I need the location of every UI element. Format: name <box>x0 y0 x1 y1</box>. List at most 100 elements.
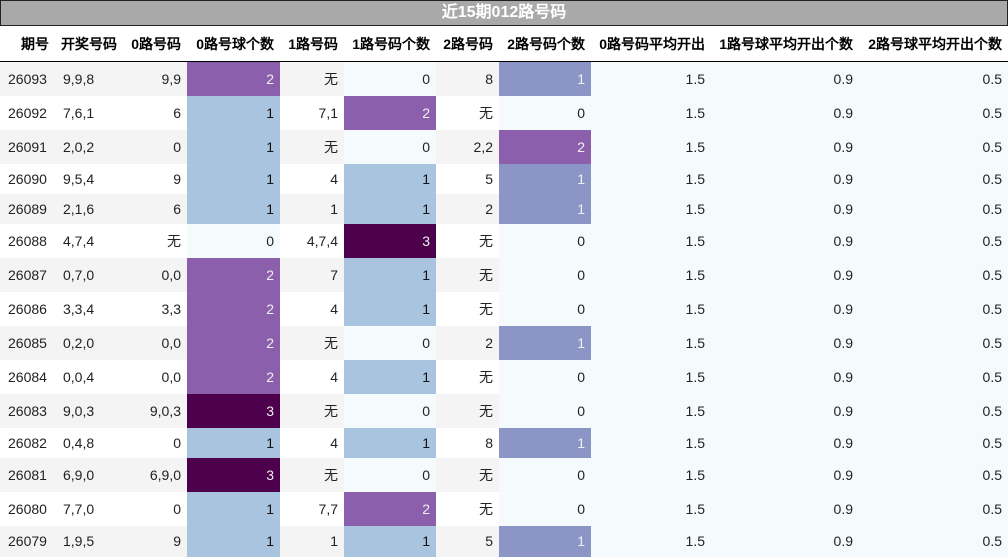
avg2-cell: 0.5 <box>859 491 1008 526</box>
col-header-r2-count[interactable]: 2路号码个数 <box>499 26 591 62</box>
r2-count-cell: 1 <box>499 325 591 360</box>
r1-cell: 1 <box>280 525 344 557</box>
table-row[interactable]: 26087 0,7,0 0,0 2 7 1 无 0 1.5 0.9 0.5 <box>0 257 1008 292</box>
avg1-cell: 0.9 <box>711 325 859 360</box>
draw-cell: 9,0,3 <box>55 393 123 428</box>
r0-cell: 0,0 <box>123 325 187 360</box>
issue-cell: 26084 <box>0 359 55 394</box>
draw-cell: 7,6,1 <box>55 95 123 130</box>
col-header-draw[interactable]: 开奖号码 <box>55 26 123 62</box>
r2-count-cell: 1 <box>499 163 591 194</box>
r2-cell: 无 <box>436 457 499 492</box>
avg1-cell: 0.9 <box>711 193 859 224</box>
table-row[interactable]: 26082 0,4,8 0 1 4 1 8 1 1.5 0.9 0.5 <box>0 427 1008 458</box>
r0-cell: 0,0 <box>123 257 187 292</box>
col-header-r0-count[interactable]: 0路号球个数 <box>187 26 280 62</box>
draw-cell: 0,2,0 <box>55 325 123 360</box>
table-row[interactable]: 26086 3,3,4 3,3 2 4 1 无 0 1.5 0.9 0.5 <box>0 291 1008 326</box>
issue-cell: 26093 <box>0 61 55 96</box>
r0-count-cell: 2 <box>187 61 280 96</box>
table-row[interactable]: 26083 9,0,3 9,0,3 3 无 0 无 0 1.5 0.9 0.5 <box>0 393 1008 428</box>
r1-cell: 7,7 <box>280 491 344 526</box>
col-header-avg2[interactable]: 2路号球平均开出个数 <box>859 26 1008 62</box>
r2-count-cell: 1 <box>499 193 591 224</box>
draw-cell: 3,3,4 <box>55 291 123 326</box>
r1-cell: 7,1 <box>280 95 344 130</box>
r1-cell: 7 <box>280 257 344 292</box>
avg1-cell: 0.9 <box>711 257 859 292</box>
table-row[interactable]: 26090 9,5,4 9 1 4 1 5 1 1.5 0.9 0.5 <box>0 163 1008 194</box>
r2-cell: 5 <box>436 163 499 194</box>
r2-count-cell: 0 <box>499 291 591 326</box>
table-row[interactable]: 26084 0,0,4 0,0 2 4 1 无 0 1.5 0.9 0.5 <box>0 359 1008 394</box>
r0-cell: 0 <box>123 427 187 458</box>
r0-cell: 6,9,0 <box>123 457 187 492</box>
r1-cell: 4,7,4 <box>280 223 344 258</box>
r0-cell: 9,9 <box>123 61 187 96</box>
r1-cell: 4 <box>280 163 344 194</box>
col-header-r2[interactable]: 2路号码 <box>436 26 499 62</box>
r2-count-cell: 1 <box>499 61 591 96</box>
table-row[interactable]: 26091 2,0,2 0 1 无 0 2,2 2 1.5 0.9 0.5 <box>0 129 1008 164</box>
draw-cell: 1,9,5 <box>55 525 123 557</box>
avg1-cell: 0.9 <box>711 491 859 526</box>
avg1-cell: 0.9 <box>711 223 859 258</box>
table-row[interactable]: 26081 6,9,0 6,9,0 3 无 0 无 0 1.5 0.9 0.5 <box>0 457 1008 492</box>
draw-cell: 6,9,0 <box>55 457 123 492</box>
table-row[interactable]: 26092 7,6,1 6 1 7,1 2 无 0 1.5 0.9 0.5 <box>0 95 1008 130</box>
r0-count-cell: 3 <box>187 457 280 492</box>
table-row[interactable]: 26079 1,9,5 9 1 1 1 5 1 1.5 0.9 0.5 <box>0 525 1008 557</box>
r0-count-cell: 2 <box>187 325 280 360</box>
draw-cell: 2,0,2 <box>55 129 123 164</box>
r2-cell: 无 <box>436 257 499 292</box>
avg2-cell: 0.5 <box>859 61 1008 96</box>
avg0-cell: 1.5 <box>591 193 711 224</box>
col-header-r0[interactable]: 0路号码 <box>123 26 187 62</box>
r2-cell: 8 <box>436 61 499 96</box>
r0-cell: 9 <box>123 525 187 557</box>
r0-cell: 6 <box>123 193 187 224</box>
avg2-cell: 0.5 <box>859 325 1008 360</box>
col-header-issue[interactable]: 期号 <box>0 26 55 62</box>
avg0-cell: 1.5 <box>591 223 711 258</box>
col-header-r1[interactable]: 1路号码 <box>280 26 344 62</box>
r0-count-cell: 1 <box>187 525 280 557</box>
draw-cell: 0,0,4 <box>55 359 123 394</box>
r2-cell: 2,2 <box>436 129 499 164</box>
avg2-cell: 0.5 <box>859 95 1008 130</box>
r0-count-cell: 1 <box>187 163 280 194</box>
r2-count-cell: 1 <box>499 427 591 458</box>
r1-cell: 无 <box>280 325 344 360</box>
avg1-cell: 0.9 <box>711 95 859 130</box>
r1-count-cell: 0 <box>344 129 436 164</box>
r1-count-cell: 2 <box>344 95 436 130</box>
r2-count-cell: 0 <box>499 257 591 292</box>
r1-cell: 4 <box>280 291 344 326</box>
avg2-cell: 0.5 <box>859 359 1008 394</box>
avg0-cell: 1.5 <box>591 129 711 164</box>
r2-count-cell: 0 <box>499 95 591 130</box>
table-row[interactable]: 26089 2,1,6 6 1 1 1 2 1 1.5 0.9 0.5 <box>0 193 1008 224</box>
avg2-cell: 0.5 <box>859 257 1008 292</box>
r1-count-cell: 1 <box>344 359 436 394</box>
avg0-cell: 1.5 <box>591 457 711 492</box>
avg2-cell: 0.5 <box>859 427 1008 458</box>
r1-count-cell: 1 <box>344 163 436 194</box>
r1-count-cell: 0 <box>344 457 436 492</box>
r0-cell: 6 <box>123 95 187 130</box>
col-header-avg0[interactable]: 0路号码平均开出 <box>591 26 711 62</box>
issue-cell: 26080 <box>0 491 55 526</box>
table-row[interactable]: 26080 7,7,0 0 1 7,7 2 无 0 1.5 0.9 0.5 <box>0 491 1008 526</box>
col-header-avg1[interactable]: 1路号球平均开出个数 <box>711 26 859 62</box>
issue-cell: 26082 <box>0 427 55 458</box>
col-header-r1-count[interactable]: 1路号码个数 <box>344 26 436 62</box>
table-row[interactable]: 26085 0,2,0 0,0 2 无 0 2 1 1.5 0.9 0.5 <box>0 325 1008 360</box>
table-row[interactable]: 26093 9,9,8 9,9 2 无 0 8 1 1.5 0.9 0.5 <box>0 61 1008 96</box>
table-row[interactable]: 26088 4,7,4 无 0 4,7,4 3 无 0 1.5 0.9 0.5 <box>0 223 1008 258</box>
r2-cell: 5 <box>436 525 499 557</box>
r0-cell: 0 <box>123 129 187 164</box>
header-row: 期号 开奖号码 0路号码 0路号球个数 1路号码 1路号码个数 2路号码 2路号… <box>0 26 1008 62</box>
r0-cell: 9 <box>123 163 187 194</box>
avg1-cell: 0.9 <box>711 129 859 164</box>
avg1-cell: 0.9 <box>711 525 859 557</box>
